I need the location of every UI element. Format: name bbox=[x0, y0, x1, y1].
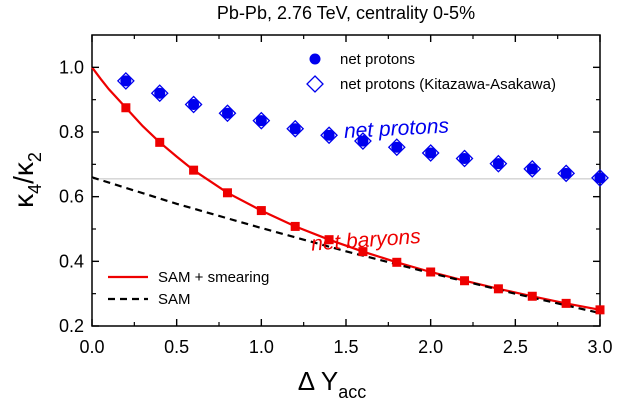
series-points-group bbox=[116, 71, 609, 315]
y-axis-label-kappa: κ bbox=[8, 193, 39, 208]
data-point-square bbox=[527, 291, 537, 301]
data-point-circle bbox=[357, 135, 369, 147]
legend-marker-diamond bbox=[306, 75, 324, 93]
legend-group: net protons net protons (Kitazawa-Asakawa… bbox=[108, 51, 556, 308]
data-point-square bbox=[358, 247, 368, 257]
x-tick-label: 0.0 bbox=[79, 337, 104, 357]
data-point-circle bbox=[221, 107, 233, 119]
data-point-diamond bbox=[523, 159, 542, 178]
x-tick-label: 2.0 bbox=[418, 337, 443, 357]
data-point-square bbox=[121, 103, 131, 113]
data-point-circle bbox=[594, 172, 606, 184]
x-tick-label: 1.0 bbox=[249, 337, 274, 357]
data-point-diamond bbox=[320, 126, 338, 145]
legend-marker-circle bbox=[309, 53, 321, 65]
data-point-square bbox=[256, 206, 266, 216]
data-point-diamond bbox=[387, 138, 406, 157]
x-tick-label: 0.5 bbox=[164, 337, 189, 357]
data-point-square bbox=[595, 305, 605, 315]
data-point-square bbox=[460, 276, 470, 286]
data-point-diamond bbox=[455, 149, 474, 168]
x-tick-label: 1.5 bbox=[333, 337, 358, 357]
data-point-square bbox=[324, 235, 334, 245]
data-point-square bbox=[222, 188, 232, 198]
axis-ticks-group: 0.0 0.5 1.0 1.5 2.0 2.5 3.0 0.2 0.4 0.6 0.8 1.0 bbox=[59, 35, 613, 357]
x-axis-label: Δ Yacc bbox=[298, 366, 367, 399]
data-point-circle bbox=[560, 167, 572, 179]
chart-title: Pb-Pb, 2.76 TeV, centrality 0-5% bbox=[217, 3, 475, 23]
data-point-circle bbox=[120, 75, 132, 87]
data-point-circle bbox=[188, 99, 200, 111]
data-point-circle bbox=[459, 153, 471, 165]
y-axis-label-subscript: 4 bbox=[25, 184, 45, 194]
data-point-diamond bbox=[218, 104, 237, 123]
data-point-diamond bbox=[354, 132, 372, 150]
data-point-square bbox=[290, 221, 300, 231]
series-line-sam bbox=[91, 176, 601, 315]
data-point-diamond bbox=[286, 119, 305, 138]
data-point-square bbox=[561, 298, 571, 308]
data-point-circle bbox=[425, 147, 437, 159]
data-point-diamond bbox=[252, 111, 271, 130]
data-point-square bbox=[392, 257, 402, 267]
data-point-circle bbox=[526, 163, 538, 175]
data-point-diamond bbox=[150, 84, 169, 103]
legend-label: net protons bbox=[340, 51, 415, 68]
data-point-diamond bbox=[421, 144, 440, 162]
data-point-diamond bbox=[116, 71, 135, 90]
x-tick-label: 3.0 bbox=[587, 337, 612, 357]
data-point-square bbox=[155, 137, 165, 147]
legend-label: SAM + smearing bbox=[158, 269, 269, 286]
y-tick-label: 0.6 bbox=[59, 187, 84, 207]
legend-label: SAM bbox=[158, 291, 191, 308]
y-axis-label-subscript: 2 bbox=[25, 152, 45, 162]
data-point-circle bbox=[391, 141, 403, 153]
y-tick-label: 0.4 bbox=[59, 251, 84, 271]
data-point-circle bbox=[289, 123, 301, 135]
legend-label: net protons (Kitazawa-Asakawa) bbox=[340, 76, 556, 93]
x-tick-label: 2.5 bbox=[503, 337, 528, 357]
data-point-diamond bbox=[489, 154, 508, 173]
data-point-circle bbox=[154, 87, 166, 99]
y-tick-label: 1.0 bbox=[59, 57, 84, 77]
data-point-square bbox=[189, 165, 199, 175]
data-point-square bbox=[493, 284, 503, 294]
data-point-square bbox=[426, 267, 436, 277]
data-point-circle bbox=[323, 129, 335, 141]
data-point-diamond bbox=[591, 168, 609, 187]
y-axis-label: κ4/κ2 bbox=[8, 152, 45, 208]
y-tick-label: 0.8 bbox=[59, 122, 84, 142]
x-axis-label-subscript: acc bbox=[338, 382, 366, 399]
x-axis-label-main: Δ Y bbox=[298, 366, 339, 396]
annotation-label: net baryons bbox=[310, 225, 422, 256]
data-point-diamond bbox=[557, 164, 576, 183]
data-point-diamond bbox=[184, 95, 203, 114]
annotation-label: net protons bbox=[343, 114, 450, 142]
y-tick-label: 0.2 bbox=[59, 316, 84, 336]
y-axis-label-slash: /κ bbox=[8, 161, 39, 184]
data-point-circle bbox=[492, 158, 504, 170]
data-point-circle bbox=[255, 115, 267, 127]
